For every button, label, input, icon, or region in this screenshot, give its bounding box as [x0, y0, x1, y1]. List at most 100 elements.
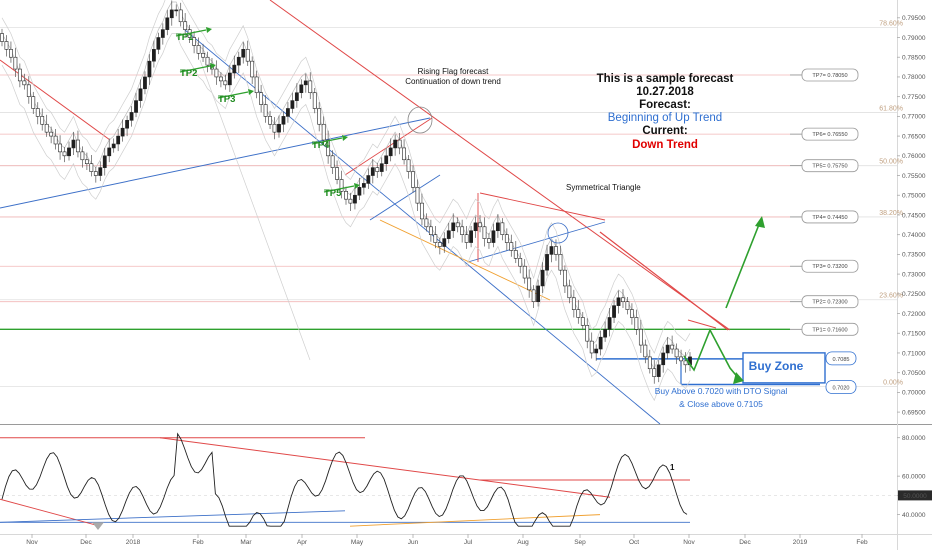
candle-body: [540, 269, 545, 287]
tp-label-text: TP6= 0.76550: [812, 132, 847, 138]
candle-body: [17, 68, 22, 82]
time-tick-label: Dec: [80, 539, 92, 546]
forecast-line-6: Down Trend: [632, 139, 698, 151]
candle-body: [227, 72, 232, 86]
candle-body: [674, 348, 679, 358]
candle-body: [361, 183, 366, 188]
candle-body: [321, 123, 326, 141]
candle-body: [165, 17, 170, 30]
candle-body: [335, 167, 339, 180]
time-tick-label: Oct: [629, 539, 639, 546]
price-tick-label: 0.72000: [902, 311, 926, 318]
candle-body: [272, 123, 277, 133]
candle-body: [661, 352, 666, 366]
candle-body: [339, 179, 344, 192]
fib-label: 38.20%: [879, 210, 903, 217]
price-tick-label: 0.74000: [902, 232, 926, 239]
candle-body: [58, 143, 62, 153]
fib-label: 61.80%: [879, 105, 903, 112]
candle-body: [393, 139, 398, 149]
candle-body: [53, 135, 58, 145]
candle-body: [576, 309, 581, 318]
candle-body: [299, 84, 304, 94]
tp-label-box: [801, 295, 859, 309]
candle-body: [326, 139, 331, 157]
candle-body: [513, 250, 518, 259]
candle-body: [174, 9, 179, 12]
tp-marker-label: TP1: [176, 32, 194, 43]
price-tick-label: 0.72500: [902, 291, 926, 298]
candle-body: [388, 147, 393, 157]
candle-body: [71, 139, 76, 149]
candle-body: [375, 167, 380, 172]
candle-body: [317, 108, 322, 125]
tp-label-box: [801, 322, 859, 336]
time-axis: Nov Dec 2018 Feb Mar Apr May Jun Jul Aug Sep Oct Nov…: [26, 534, 868, 546]
candle-body: [612, 305, 616, 318]
sym-triangle-label: Symmetrical Triangle: [566, 183, 641, 192]
candle-body: [370, 167, 375, 176]
candle-body: [643, 344, 648, 358]
candle-body: [116, 135, 121, 145]
price-tick-label: 0.69500: [902, 409, 926, 416]
candle-body: [563, 269, 567, 287]
candle-body: [35, 108, 40, 117]
candles: [0, 0, 692, 384]
candle-body: [290, 100, 295, 109]
buy-zone-upper-value: 0.7085: [832, 357, 849, 363]
candle-body: [630, 309, 634, 318]
tp-label-box: [801, 127, 859, 141]
candle-body: [522, 265, 527, 279]
time-tick-label: 2018: [126, 539, 141, 546]
buy-zone-lower-value: 0.7020: [832, 386, 849, 392]
candle-body: [504, 234, 509, 243]
time-tick-label: Jun: [408, 539, 419, 546]
time-tick-label: Aug: [517, 539, 529, 546]
ind-down-trend: [159, 437, 611, 498]
tp-marker-label: TP4: [312, 140, 330, 151]
candle-body: [460, 226, 465, 235]
time-tick-label: Sep: [574, 539, 586, 546]
tp-marker-label: TP3: [218, 94, 235, 105]
candle-body: [647, 356, 652, 370]
price-tick-label: 0.75000: [902, 193, 926, 200]
tp-levels: TP7= 0.78050 TP6= 0.76550 TP5= 0.75750 TP4=…: [0, 68, 859, 394]
lower-channel-line: [184, 29, 661, 425]
time-tick-label: Dec: [739, 539, 751, 546]
ind-early-trend: [0, 498, 101, 527]
buy-zone-lower-box: [825, 380, 857, 394]
time-tick-label: Jul: [464, 539, 473, 546]
candle-body: [201, 52, 205, 58]
price-tick-label: 0.71500: [902, 331, 926, 338]
candle-body: [268, 116, 272, 125]
candle-body: [277, 123, 281, 133]
ind-marker: [92, 522, 104, 530]
price-tick-label: 0.70000: [902, 390, 926, 397]
candle-body: [151, 49, 156, 62]
candle-body: [406, 159, 411, 172]
candle-body: [4, 41, 9, 50]
candle-body: [134, 100, 138, 113]
faint-line: [199, 59, 311, 361]
fib-label: 23.60%: [879, 293, 903, 300]
candle-body: [567, 285, 572, 299]
candle-body: [312, 92, 317, 109]
candle-body: [156, 37, 161, 50]
uptrend-arrow-head: [755, 216, 765, 228]
candle-body: [286, 108, 290, 117]
candle-body: [44, 123, 49, 133]
buy-zone-upper-box: [825, 351, 857, 366]
candle-body: [49, 131, 54, 137]
tp-label-text: TP7= 0.78050: [812, 73, 847, 79]
oscillator-line: [1, 432, 688, 527]
candle-body: [0, 33, 4, 42]
candle-body: [22, 80, 27, 86]
tp-label-text: TP3= 0.73200: [812, 264, 847, 270]
candle-body: [138, 88, 143, 101]
continuation-label: Continuation of down trend: [405, 77, 501, 86]
candle-body: [509, 242, 514, 251]
flag-upper: [344, 117, 433, 176]
time-tick-label: Nov: [683, 539, 695, 546]
main-downtrend-resistance: [269, 0, 731, 331]
